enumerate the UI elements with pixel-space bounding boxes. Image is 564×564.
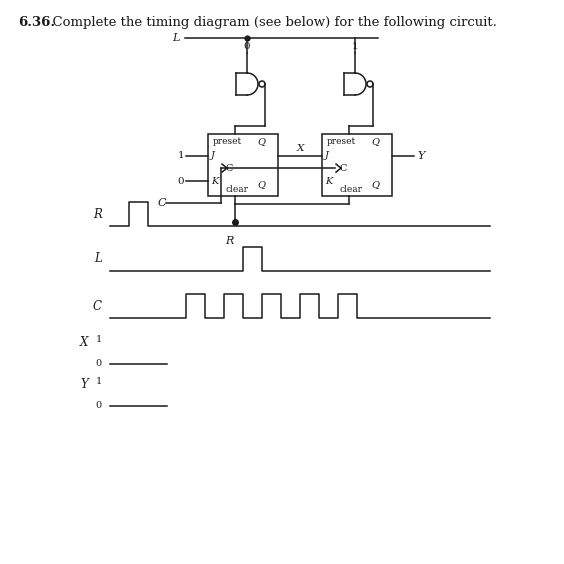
Text: Q: Q [371, 137, 379, 146]
Text: C: C [158, 198, 166, 208]
Text: 1: 1 [96, 377, 102, 386]
Text: C: C [340, 164, 347, 173]
Text: X: X [80, 336, 88, 349]
Text: R: R [226, 236, 234, 246]
Text: X: X [296, 144, 303, 153]
Text: Q: Q [371, 180, 379, 190]
Text: C: C [93, 299, 102, 312]
Text: J: J [325, 151, 329, 160]
Text: Complete the timing diagram (see below) for the following circuit.: Complete the timing diagram (see below) … [44, 16, 497, 29]
Text: 1: 1 [177, 151, 184, 160]
Text: 1: 1 [352, 42, 358, 51]
Text: Q: Q [257, 137, 265, 146]
Text: 0: 0 [96, 402, 102, 411]
Text: J: J [211, 151, 215, 160]
Text: K: K [211, 177, 218, 186]
Text: 0: 0 [96, 359, 102, 368]
Text: L: L [173, 33, 180, 43]
Text: preset: preset [213, 137, 243, 146]
Text: R: R [93, 208, 102, 221]
Text: 6.36.: 6.36. [18, 16, 55, 29]
Text: Q: Q [257, 180, 265, 190]
Text: preset: preset [327, 137, 356, 146]
Text: 1: 1 [96, 336, 102, 345]
Text: clear: clear [226, 185, 249, 194]
Text: K: K [325, 177, 332, 186]
Text: clear: clear [340, 185, 363, 194]
Text: 0: 0 [244, 42, 250, 51]
Text: Y: Y [417, 151, 424, 161]
Bar [208, 134, 278, 196]
Text: L: L [94, 253, 102, 266]
Text: Y: Y [80, 377, 88, 390]
Text: 0: 0 [177, 177, 184, 186]
Text: C: C [226, 164, 233, 173]
Bar [322, 134, 392, 196]
